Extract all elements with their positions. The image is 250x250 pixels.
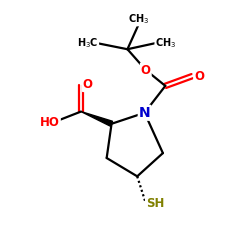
Text: CH$_3$: CH$_3$: [128, 12, 149, 26]
Text: H$_3$C: H$_3$C: [77, 36, 98, 50]
Text: O: O: [83, 78, 93, 91]
Text: O: O: [194, 70, 204, 82]
Text: CH$_3$: CH$_3$: [155, 36, 176, 50]
Text: SH: SH: [146, 197, 164, 210]
Text: N: N: [139, 106, 150, 120]
Text: O: O: [141, 64, 151, 76]
Polygon shape: [81, 112, 112, 126]
Text: HO: HO: [40, 116, 60, 129]
